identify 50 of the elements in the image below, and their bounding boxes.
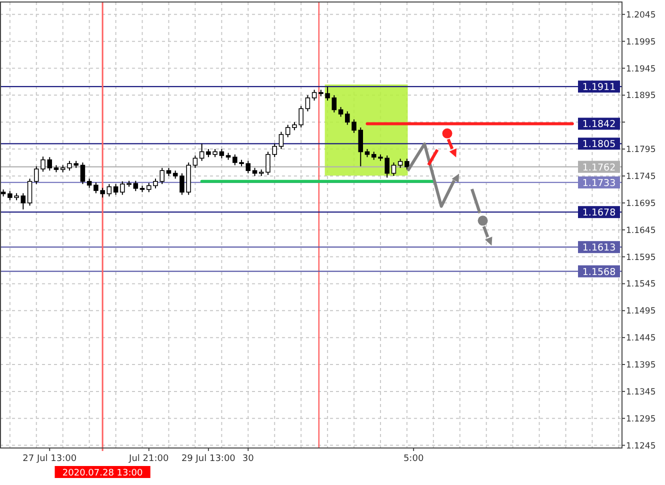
y-tick-label: 1.1345 (626, 387, 656, 398)
x-tick-label: 27 Jul 13:00 (22, 454, 77, 464)
candlestick (86, 178, 92, 188)
ref-line-label: 1.1678 (582, 208, 616, 219)
candlestick (113, 184, 118, 196)
ref-line-label: 1.1568 (582, 266, 616, 278)
x-tick-label: 2020.07.28 13:00 (62, 468, 143, 478)
candlestick (133, 180, 138, 192)
x-tick-label: 5:00 (403, 454, 424, 464)
y-tick-label: 1.1995 (626, 37, 656, 48)
candlestick (106, 184, 112, 197)
ref-line-label: 1.1911 (582, 82, 616, 94)
y-tick-label: 1.1695 (626, 198, 656, 209)
y-tick-label: 1.1895 (626, 91, 656, 102)
y-tick-label: 1.1245 (626, 441, 656, 452)
y-tick-label: 1.1745 (626, 172, 656, 182)
candlestick (338, 106, 344, 118)
y-tick-label: 1.1795 (626, 145, 656, 156)
candlestick (199, 143, 204, 162)
x-tick-label: 29 Jul 13:00 (181, 454, 236, 464)
ref-line-label: 1.1733 (582, 178, 616, 189)
candlestick (246, 160, 251, 174)
candlestick (305, 94, 310, 112)
ref-line-label: 1.1805 (582, 139, 616, 150)
y-tick-label: 1.1545 (626, 280, 656, 290)
y-tick-label: 1.1945 (626, 64, 656, 74)
ref-line-label: 1.1762 (582, 162, 616, 174)
candlestick (278, 131, 284, 150)
annotation: 1.1842 (582, 119, 616, 130)
y-tick-label: 1.1645 (626, 226, 656, 236)
candlestick (80, 162, 86, 185)
candlestick (20, 192, 26, 210)
y-tick-label: 1.1395 (626, 360, 656, 371)
x-tick-label: Jul 21:00 (128, 454, 169, 464)
x-tick-label: 30 (242, 454, 254, 464)
y-tick-label: 1.1445 (626, 334, 656, 344)
candlestick (219, 148, 224, 159)
candlestick (285, 124, 290, 138)
y-tick-label: 1.1495 (626, 306, 656, 317)
candlestick (27, 178, 32, 206)
candlestick (398, 158, 403, 168)
y-tick-label: 1.2045 (626, 10, 656, 20)
candlestick (391, 162, 396, 176)
candlestick (404, 158, 410, 170)
y-tick-label: 1.1595 (626, 252, 656, 263)
candlestick (312, 89, 317, 102)
ref-line-label: 1.1613 (582, 242, 616, 254)
candlestick (192, 155, 198, 168)
candlestick (332, 94, 337, 113)
y-tick-label: 1.1295 (626, 414, 656, 424)
